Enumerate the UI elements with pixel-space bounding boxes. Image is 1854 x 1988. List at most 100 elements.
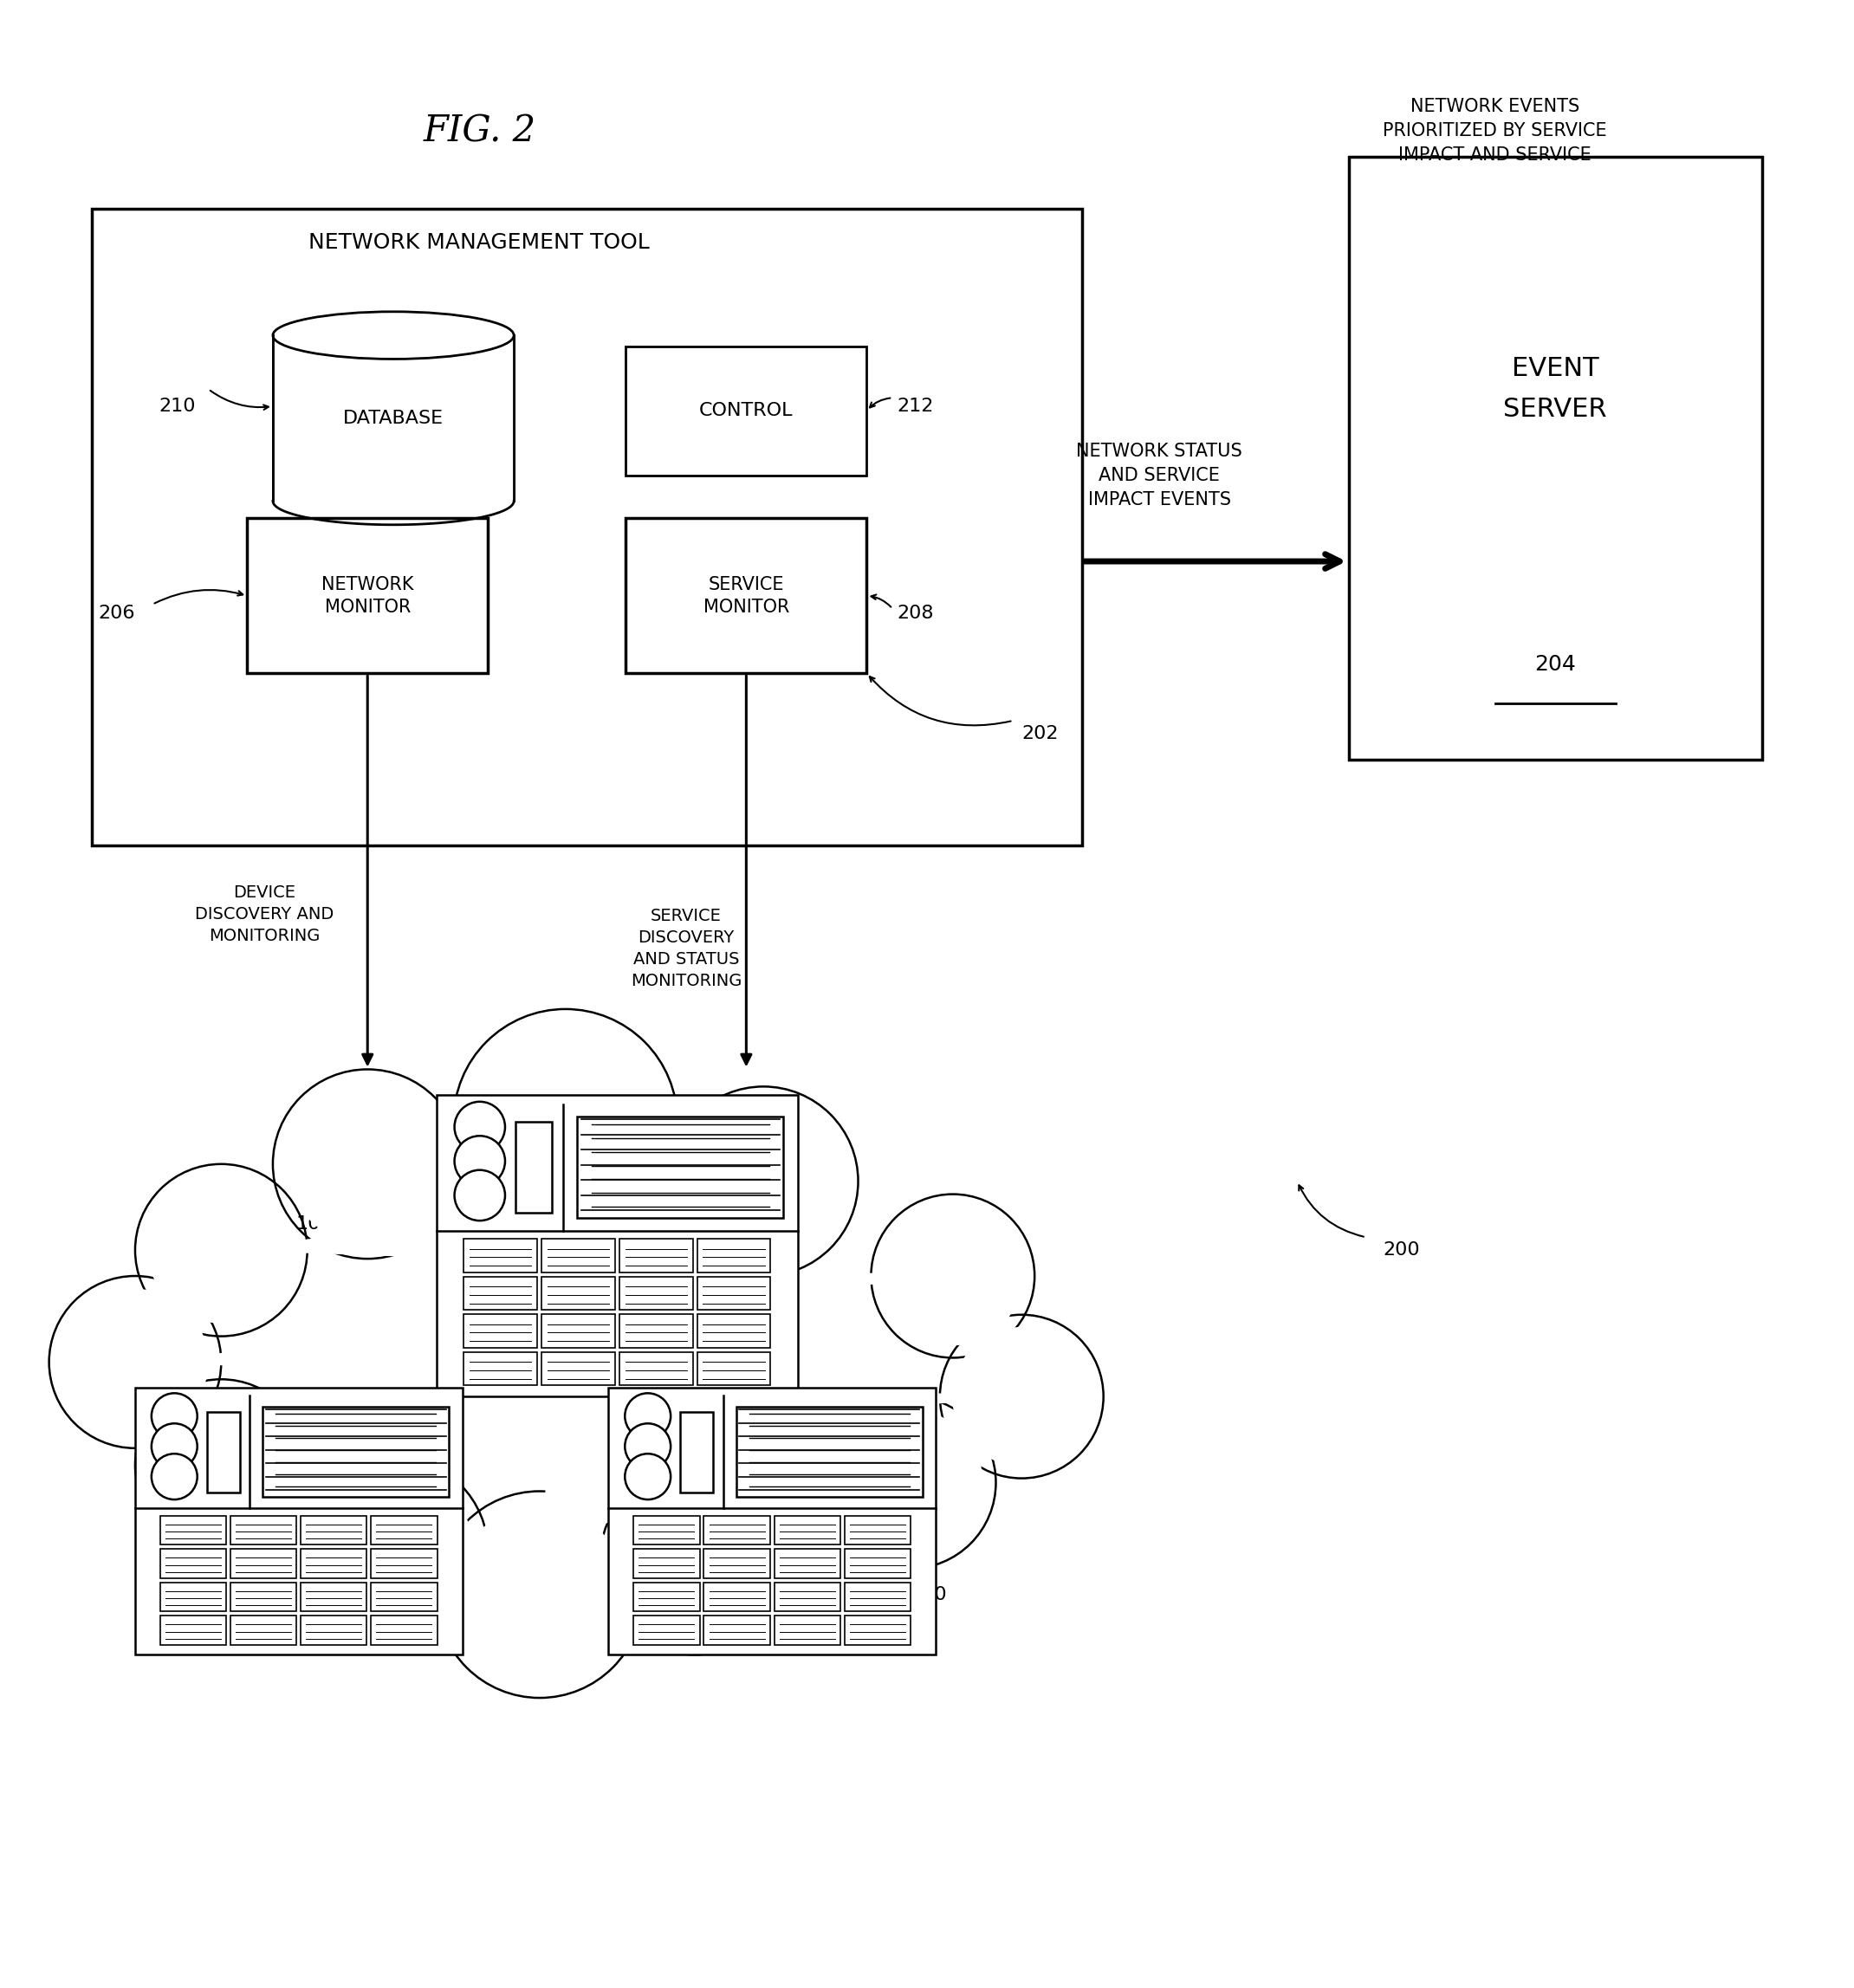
Ellipse shape xyxy=(273,477,514,525)
Circle shape xyxy=(471,1026,660,1217)
Polygon shape xyxy=(135,1121,1022,1594)
FancyBboxPatch shape xyxy=(300,1515,367,1545)
Text: 100: 100 xyxy=(910,1586,947,1602)
FancyBboxPatch shape xyxy=(464,1352,538,1386)
Text: CONTROL: CONTROL xyxy=(699,402,794,419)
Circle shape xyxy=(454,1135,504,1187)
Circle shape xyxy=(48,1276,221,1447)
FancyBboxPatch shape xyxy=(93,209,1083,845)
Text: 208: 208 xyxy=(897,604,934,622)
Circle shape xyxy=(625,1423,671,1469)
Circle shape xyxy=(148,1392,295,1539)
Circle shape xyxy=(614,1479,775,1640)
FancyBboxPatch shape xyxy=(680,1411,714,1493)
FancyBboxPatch shape xyxy=(619,1276,693,1310)
FancyBboxPatch shape xyxy=(697,1314,771,1348)
Text: NETWORK STATUS
AND SERVICE
IMPACT EVENTS: NETWORK STATUS AND SERVICE IMPACT EVENTS xyxy=(1077,443,1242,509)
FancyBboxPatch shape xyxy=(159,1616,226,1644)
FancyBboxPatch shape xyxy=(736,1408,923,1497)
FancyBboxPatch shape xyxy=(135,1388,462,1654)
FancyBboxPatch shape xyxy=(541,1352,616,1386)
FancyBboxPatch shape xyxy=(464,1276,538,1310)
Circle shape xyxy=(298,1457,488,1646)
FancyBboxPatch shape xyxy=(845,1616,910,1644)
Circle shape xyxy=(836,1409,983,1557)
Circle shape xyxy=(940,1314,1103,1479)
FancyBboxPatch shape xyxy=(541,1239,616,1272)
FancyBboxPatch shape xyxy=(608,1388,936,1654)
FancyBboxPatch shape xyxy=(541,1314,616,1348)
FancyBboxPatch shape xyxy=(1348,157,1761,759)
Circle shape xyxy=(148,1177,295,1324)
FancyBboxPatch shape xyxy=(845,1582,910,1612)
FancyBboxPatch shape xyxy=(208,1411,239,1493)
Text: 102: 102 xyxy=(297,1215,334,1233)
Text: 120: 120 xyxy=(651,1344,688,1362)
FancyBboxPatch shape xyxy=(230,1515,297,1545)
FancyBboxPatch shape xyxy=(515,1121,552,1213)
Circle shape xyxy=(452,1507,627,1682)
Circle shape xyxy=(625,1453,671,1499)
FancyBboxPatch shape xyxy=(371,1582,438,1612)
FancyBboxPatch shape xyxy=(627,346,868,475)
FancyBboxPatch shape xyxy=(300,1582,367,1612)
FancyBboxPatch shape xyxy=(619,1352,693,1386)
Text: NETWORK
MONITOR: NETWORK MONITOR xyxy=(321,577,413,616)
FancyBboxPatch shape xyxy=(775,1616,840,1644)
FancyBboxPatch shape xyxy=(263,1408,449,1497)
Circle shape xyxy=(454,1101,504,1153)
FancyBboxPatch shape xyxy=(464,1314,538,1348)
FancyBboxPatch shape xyxy=(159,1515,226,1545)
FancyBboxPatch shape xyxy=(697,1239,771,1272)
Circle shape xyxy=(152,1394,197,1439)
Ellipse shape xyxy=(273,312,514,360)
FancyBboxPatch shape xyxy=(634,1582,699,1612)
Circle shape xyxy=(454,1010,677,1233)
Circle shape xyxy=(135,1165,308,1336)
Text: SERVICE
MONITOR: SERVICE MONITOR xyxy=(703,577,790,616)
FancyBboxPatch shape xyxy=(775,1582,840,1612)
FancyBboxPatch shape xyxy=(436,1095,797,1396)
Circle shape xyxy=(436,1491,643,1698)
FancyBboxPatch shape xyxy=(541,1276,616,1310)
Text: 202: 202 xyxy=(1022,726,1059,742)
FancyBboxPatch shape xyxy=(371,1616,438,1644)
Text: SERVICE
DISCOVERY
AND STATUS
MONITORING: SERVICE DISCOVERY AND STATUS MONITORING xyxy=(630,909,742,990)
Text: DATABASE: DATABASE xyxy=(343,410,443,427)
FancyBboxPatch shape xyxy=(627,519,868,674)
Circle shape xyxy=(871,1195,1035,1358)
FancyBboxPatch shape xyxy=(159,1582,226,1612)
Circle shape xyxy=(135,1380,308,1551)
Text: 204: 204 xyxy=(1535,654,1576,676)
FancyBboxPatch shape xyxy=(705,1515,769,1545)
FancyBboxPatch shape xyxy=(247,519,488,674)
Circle shape xyxy=(454,1171,504,1221)
Circle shape xyxy=(823,1396,996,1569)
FancyBboxPatch shape xyxy=(845,1515,910,1545)
FancyBboxPatch shape xyxy=(300,1616,367,1644)
FancyBboxPatch shape xyxy=(697,1352,771,1386)
Circle shape xyxy=(152,1453,197,1499)
Text: 212: 212 xyxy=(897,398,934,415)
FancyBboxPatch shape xyxy=(371,1549,438,1578)
Circle shape xyxy=(287,1083,449,1244)
FancyBboxPatch shape xyxy=(634,1616,699,1644)
Circle shape xyxy=(152,1423,197,1469)
Text: NETWORK MANAGEMENT TOOL: NETWORK MANAGEMENT TOOL xyxy=(310,233,651,252)
FancyBboxPatch shape xyxy=(300,1549,367,1578)
FancyBboxPatch shape xyxy=(775,1515,840,1545)
Circle shape xyxy=(682,1101,844,1262)
FancyBboxPatch shape xyxy=(230,1616,297,1644)
FancyBboxPatch shape xyxy=(775,1549,840,1578)
FancyBboxPatch shape xyxy=(577,1117,784,1219)
Circle shape xyxy=(601,1465,790,1654)
FancyBboxPatch shape xyxy=(634,1549,699,1578)
Text: 200: 200 xyxy=(1383,1241,1420,1258)
Text: NETWORK EVENTS
PRIORITIZED BY SERVICE
IMPACT AND SERVICE: NETWORK EVENTS PRIORITIZED BY SERVICE IM… xyxy=(1383,97,1607,163)
Text: 206: 206 xyxy=(98,604,135,622)
Circle shape xyxy=(273,1070,462,1258)
FancyBboxPatch shape xyxy=(705,1616,769,1644)
FancyBboxPatch shape xyxy=(705,1549,769,1578)
FancyBboxPatch shape xyxy=(634,1515,699,1545)
Text: EVENT
SERVER: EVENT SERVER xyxy=(1504,356,1607,421)
